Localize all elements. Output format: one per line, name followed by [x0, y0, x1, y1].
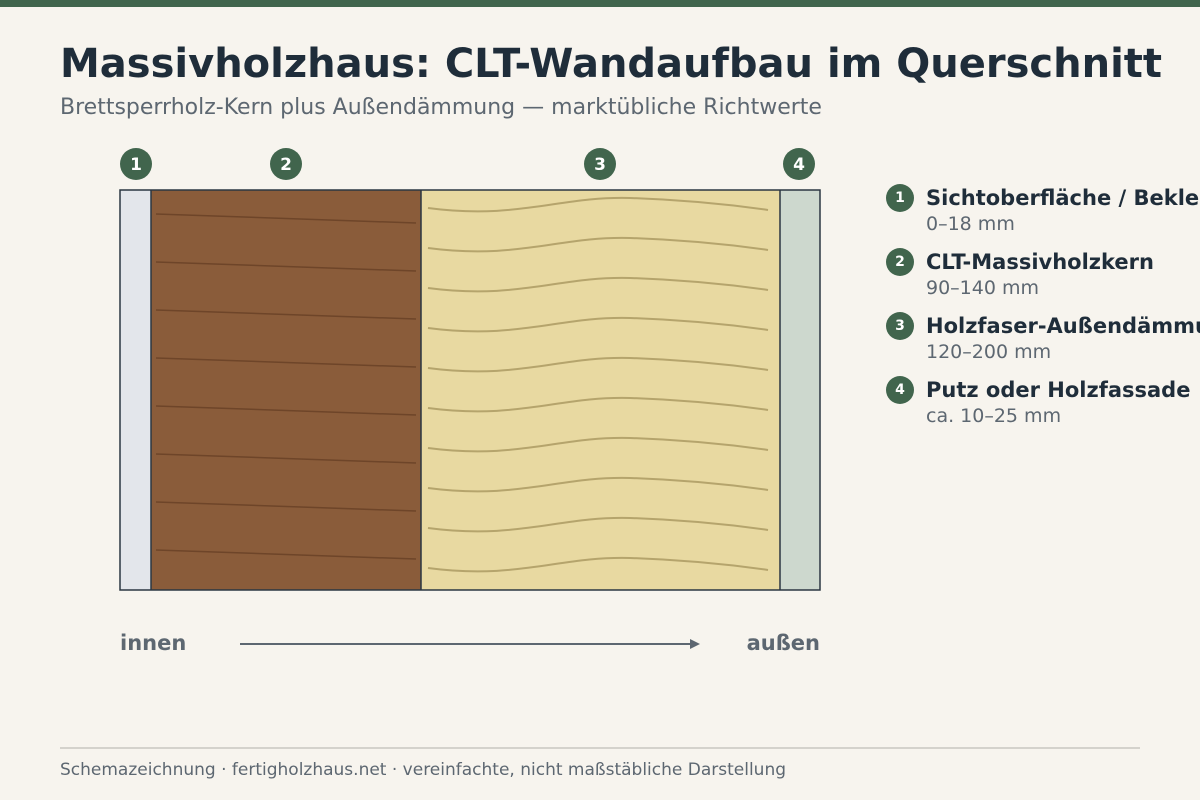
- layer-outlines: [119, 189, 821, 591]
- legend-layer-thickness: 90–140 mm: [926, 277, 1039, 299]
- direction-outside-label: außen: [747, 631, 820, 655]
- page-subtitle: Brettsperrholz-Kern plus Außendämmung — …: [60, 95, 822, 120]
- layer-badge-2: 2: [270, 148, 302, 180]
- legend-number-badge: 3: [886, 312, 914, 340]
- legend-item-2: 2 CLT-Massivholzkern 90–140 mm: [886, 248, 1200, 312]
- legend-layer-thickness: ca. 10–25 mm: [926, 405, 1062, 427]
- legend-layer-thickness: 0–18 mm: [926, 213, 1015, 235]
- layer-legend: 1 Sichtoberfläche / Bekleidung 0–18 mm 2…: [886, 184, 1200, 440]
- layer-badge-3: 3: [584, 148, 616, 180]
- legend-layer-name: CLT-Massivholzkern: [926, 250, 1154, 274]
- top-accent-bar: [0, 0, 1200, 7]
- layer-clt-core: [151, 190, 421, 590]
- legend-layer-name: Sichtoberfläche / Bekleidung: [926, 186, 1200, 210]
- svg-text:3: 3: [594, 155, 606, 175]
- layer-interior-surface: [120, 190, 151, 590]
- legend-number-badge: 2: [886, 248, 914, 276]
- legend-item-3: 3 Holzfaser-Außendämmung 120–200 mm: [886, 312, 1200, 376]
- layer-exterior-facade: [780, 190, 820, 590]
- legend-layer-thickness: 120–200 mm: [926, 341, 1052, 363]
- legend-layer-name: Holzfaser-Außendämmung: [926, 314, 1200, 338]
- layer-wood-fibre-insulation: [421, 190, 780, 590]
- page-title: Massivholzhaus: CLT-Wandaufbau im Quersc…: [60, 41, 1163, 87]
- svg-text:4: 4: [793, 155, 805, 175]
- layer-badge-1: 1: [120, 148, 152, 180]
- legend-item-4: 4 Putz oder Holzfassade ca. 10–25 mm: [886, 376, 1200, 440]
- layer-badge-4: 4: [783, 148, 815, 180]
- legend-number-badge: 4: [886, 376, 914, 404]
- legend-item-1: 1 Sichtoberfläche / Bekleidung 0–18 mm: [886, 184, 1200, 248]
- legend-number-badge: 1: [886, 184, 914, 212]
- footer-note: Schemazeichnung · fertigholzhaus.net · v…: [60, 760, 787, 780]
- direction-inside-label: innen: [120, 631, 186, 655]
- svg-text:1: 1: [130, 155, 142, 175]
- legend-layer-name: Putz oder Holzfassade: [926, 378, 1191, 402]
- footer-divider: [60, 747, 1140, 749]
- svg-text:2: 2: [280, 155, 292, 175]
